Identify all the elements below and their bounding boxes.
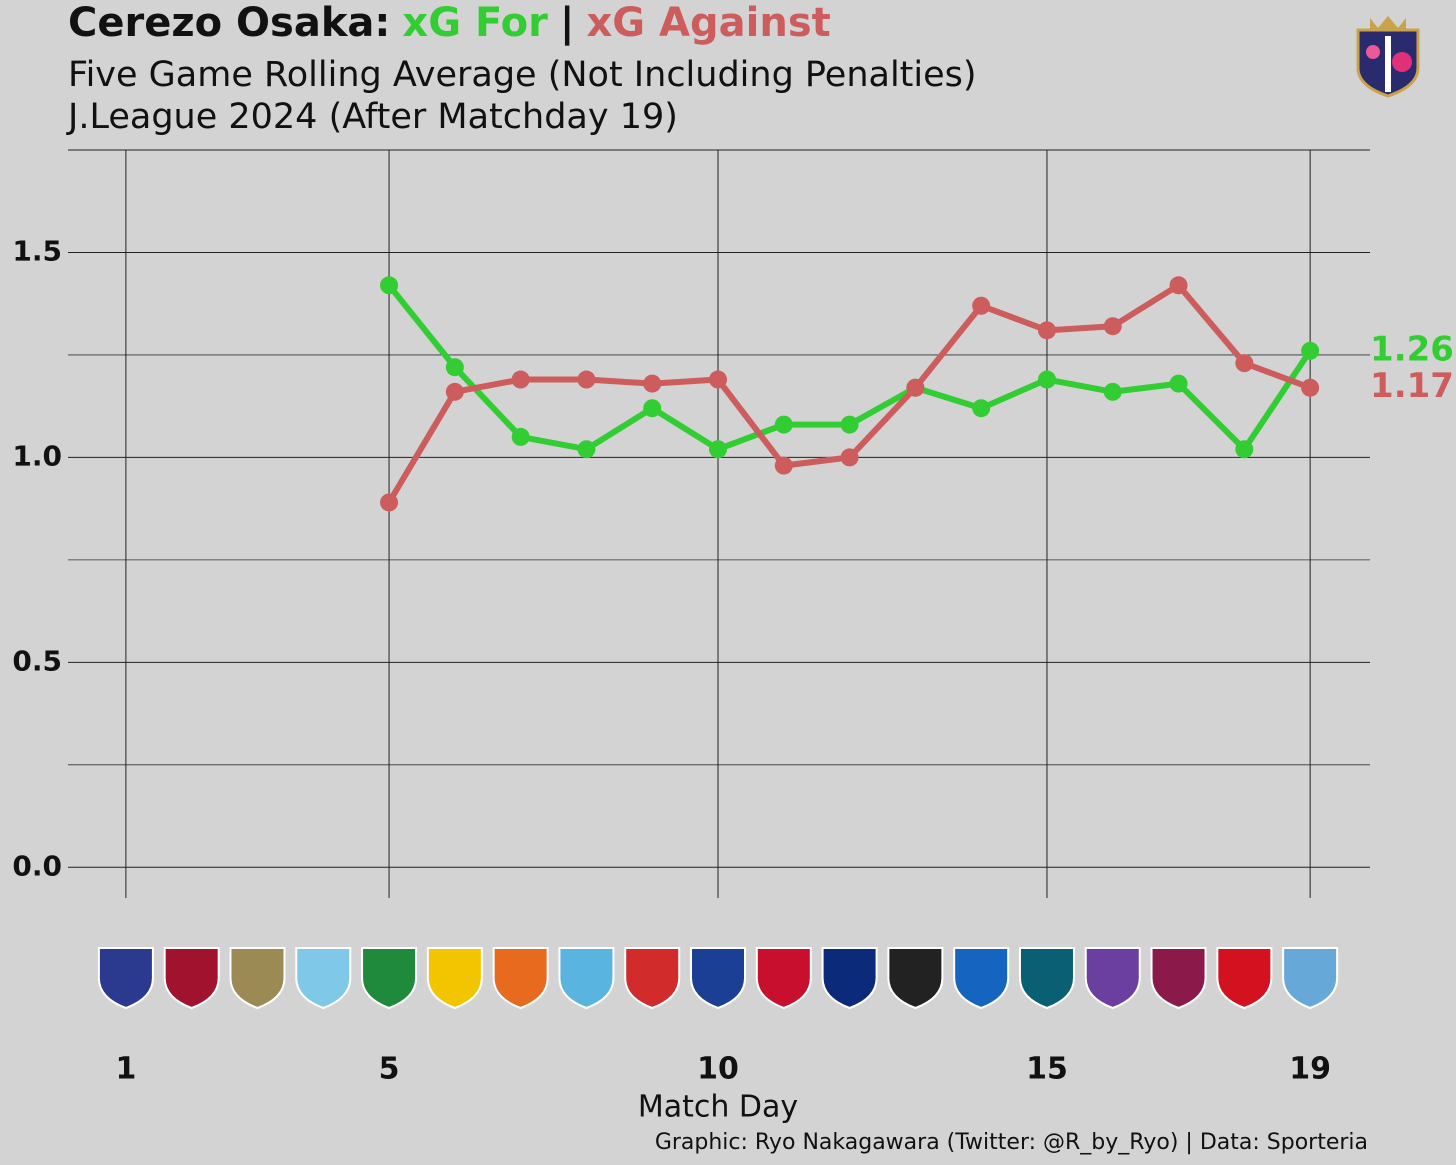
end-value-label: 1.17 xyxy=(1370,366,1454,406)
point xyxy=(511,370,530,389)
point xyxy=(840,448,859,467)
point xyxy=(1235,440,1254,459)
opponent-crest xyxy=(624,947,681,1010)
point xyxy=(380,493,399,512)
opponent-crest xyxy=(1282,947,1339,1010)
point xyxy=(1169,276,1188,295)
point xyxy=(709,370,728,389)
caption: Graphic: Ryo Nakagawara (Twitter: @R_by_… xyxy=(655,1130,1368,1155)
x-axis-title: Match Day xyxy=(638,1090,798,1125)
point xyxy=(577,370,596,389)
opponent-crest xyxy=(295,947,352,1010)
x-tick-label: 15 xyxy=(1026,1052,1068,1087)
opponent-crest xyxy=(1018,947,1075,1010)
opponent-crest xyxy=(361,947,418,1010)
point xyxy=(840,415,859,434)
point xyxy=(1037,321,1056,340)
point xyxy=(709,440,728,459)
subtitle: Five Game Rolling Average (Not Including… xyxy=(68,55,977,95)
point xyxy=(972,296,991,315)
point xyxy=(577,440,596,459)
point xyxy=(380,276,399,295)
opponent-crest xyxy=(229,947,286,1010)
title-part: xG For xyxy=(402,0,548,46)
opponent-crest xyxy=(953,947,1010,1010)
club-crest xyxy=(1356,16,1420,98)
point xyxy=(1169,374,1188,393)
opponent-crest xyxy=(821,947,878,1010)
opponent-crest xyxy=(690,947,747,1010)
opponent-crest xyxy=(558,947,615,1010)
x-tick-label: 5 xyxy=(379,1052,400,1087)
end-value-label: 1.26 xyxy=(1370,329,1454,369)
point xyxy=(445,358,464,377)
subtitle: J.League 2024 (After Matchday 19) xyxy=(66,97,678,137)
point xyxy=(1037,370,1056,389)
opponent-crest xyxy=(755,947,812,1010)
point xyxy=(774,456,793,475)
title-part: | xyxy=(560,0,575,47)
point xyxy=(643,374,662,393)
point xyxy=(774,415,793,434)
point xyxy=(511,427,530,446)
opponent-crest xyxy=(887,947,944,1010)
point xyxy=(643,399,662,418)
chart-title: Cerezo Osaka: xG For | xG Against xyxy=(68,0,831,47)
point xyxy=(445,382,464,401)
y-tick-label: 0.5 xyxy=(12,644,62,677)
opponent-crest xyxy=(426,947,483,1010)
point xyxy=(1301,378,1320,397)
opponent-crest xyxy=(163,947,220,1010)
y-tick-label: 1.0 xyxy=(12,439,62,472)
opponent-crest xyxy=(1216,947,1273,1010)
opponent-crest xyxy=(492,947,549,1010)
title-part: Cerezo Osaka: xyxy=(68,0,390,46)
x-tick-label: 10 xyxy=(697,1052,739,1087)
x-tick-label: 19 xyxy=(1289,1052,1331,1087)
point xyxy=(1103,317,1122,336)
point xyxy=(906,378,925,397)
y-tick-label: 0.0 xyxy=(12,849,62,882)
y-tick-label: 1.5 xyxy=(12,234,62,267)
point xyxy=(1103,382,1122,401)
opponent-crest xyxy=(1150,947,1207,1010)
x-tick-label: 1 xyxy=(115,1052,136,1087)
point xyxy=(1235,354,1254,373)
point xyxy=(972,399,991,418)
opponent-crest xyxy=(97,947,154,1010)
title-part: xG Against xyxy=(587,0,831,46)
point xyxy=(1301,341,1320,360)
opponent-crest xyxy=(1084,947,1141,1010)
